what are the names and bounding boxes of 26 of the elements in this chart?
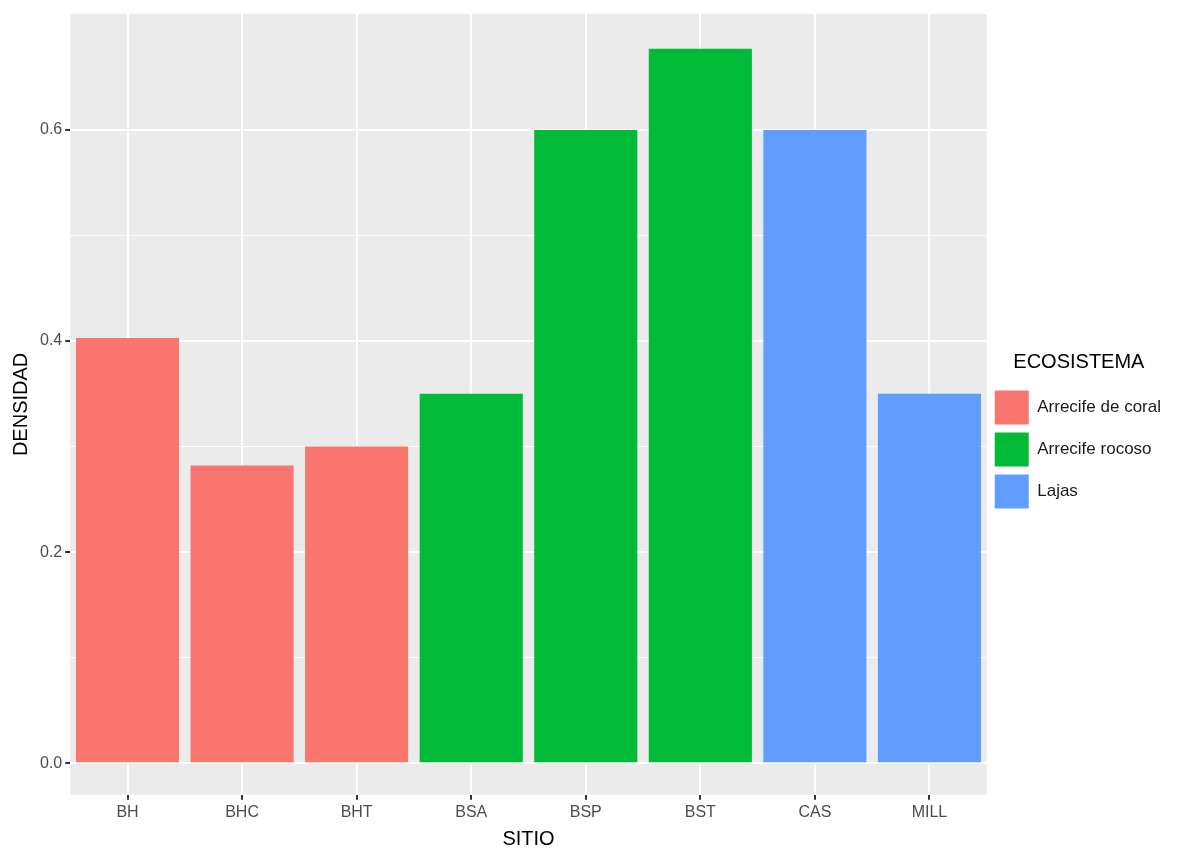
y-tick-label: 0.4 [39,331,63,349]
legend-label: Arrecife de coral [1037,397,1162,417]
x-tick-label: CAS [798,802,832,820]
bar [190,465,294,763]
bar [419,393,523,763]
x-tick-label: BSA [455,802,488,820]
bar [877,393,981,763]
y-axis-title: DENSIDAD [8,352,31,457]
x-axis-title: SITIO [502,826,555,849]
x-tick-label: BSP [569,802,602,820]
x-tick-label: BST [684,802,717,820]
y-tick-label: 0.2 [39,542,63,560]
bar [648,48,752,763]
legend-title: ECOSISTEMA [1013,350,1146,373]
legend-label: Lajas [1037,481,1078,501]
bar [75,337,180,763]
bar [534,130,638,763]
bar [763,130,867,763]
x-tick-label: MILL [911,802,948,820]
bar [305,446,409,763]
y-tick-label: 0.6 [39,120,63,138]
legend-label: Arrecife rocoso [1037,439,1152,459]
x-tick-label: BHT [340,802,373,820]
x-tick-label: BH [116,802,139,820]
y-tick-label: 0.0 [39,753,63,771]
x-tick-label: BHC [225,802,259,820]
